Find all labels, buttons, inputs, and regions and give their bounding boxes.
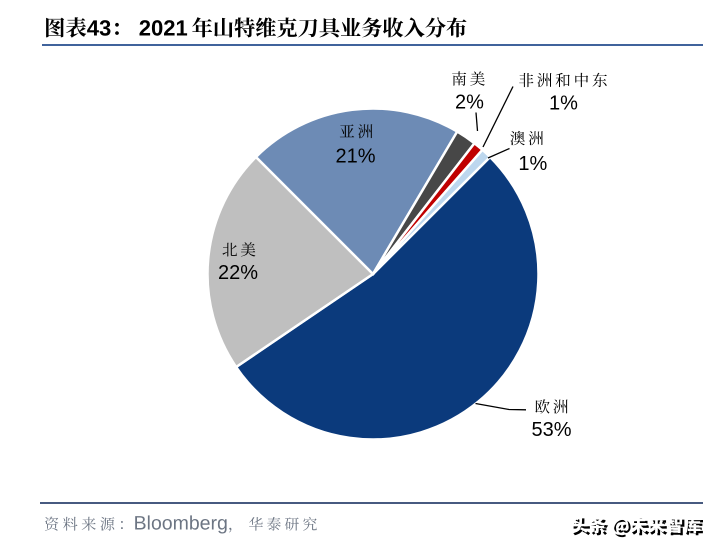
- label-australia-name: [510, 130, 543, 146]
- label-north-america-name: [222, 242, 256, 257]
- footer-rule: [40, 502, 703, 504]
- watermark-glyphs: [571, 515, 703, 538]
- label-africa-mideast-pct: 1%: [549, 92, 578, 114]
- leader-lines: [475, 86, 527, 411]
- chart-title-glyphs: [46, 17, 467, 38]
- pie-slice-europe: [234, 155, 540, 441]
- slice-name-labels: [222, 71, 607, 414]
- label-asia-name: [339, 124, 373, 139]
- source-note-glyphs: [44, 515, 317, 534]
- label-south-america-pct: 2%: [455, 92, 484, 114]
- label-europe-name: [535, 399, 568, 414]
- leader-south-america: [475, 112, 479, 132]
- leader-africa-mideast: [482, 86, 514, 148]
- pie-slice-north-america: [206, 155, 375, 369]
- label-south-america-name: [452, 71, 485, 86]
- leader-australia: [487, 147, 510, 159]
- title-underline: [42, 44, 703, 46]
- label-asia-pct: 21%: [335, 145, 375, 167]
- chart-title-svg: [46, 17, 467, 38]
- watermark: [0, 505, 718, 551]
- pie-slices: [206, 107, 540, 441]
- pie-slice-asia: [254, 107, 459, 277]
- source-note: [0, 505, 718, 545]
- label-africa-mideast-name: [519, 72, 607, 88]
- chart-title: [0, 0, 718, 46]
- watermark-svg: [571, 515, 703, 538]
- label-north-america-pct: 22%: [218, 262, 258, 284]
- label-australia-pct: 1%: [518, 153, 547, 175]
- leader-europe: [475, 402, 527, 411]
- source-note-svg: [44, 515, 317, 534]
- label-europe-pct: 53%: [531, 419, 571, 441]
- slice-percent-labels: 21% 22% 2% 1% 1% 53%: [218, 92, 578, 442]
